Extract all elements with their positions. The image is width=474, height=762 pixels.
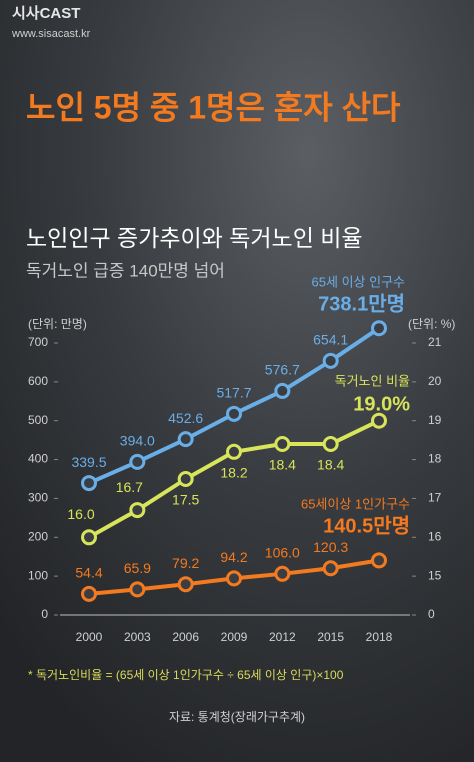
y-tick-label: 700	[28, 335, 48, 349]
data-point	[371, 552, 387, 569]
data-point	[226, 570, 242, 587]
x-tick-label: 2012	[269, 630, 296, 644]
y2-tick-label: 15	[428, 568, 442, 582]
y2-tick-label: 19	[428, 413, 442, 427]
value-label: 16.7	[116, 479, 143, 495]
data-point	[226, 443, 242, 460]
legend-label: 65세 이상 인구수	[312, 274, 405, 289]
value-label: 452.6	[168, 410, 203, 426]
data-point	[177, 576, 194, 593]
chart-subsubtitle: 독거노인 급증 140만명 넘어	[26, 261, 225, 280]
value-label: 54.4	[75, 565, 102, 581]
data-point	[322, 352, 339, 369]
x-tick-label: 2006	[172, 630, 199, 644]
y2-tick-label: 21	[428, 335, 442, 349]
value-label: 339.5	[71, 454, 106, 470]
data-point	[226, 405, 242, 422]
value-label: 140.5만명	[323, 514, 410, 537]
x-tick-label: 2009	[221, 630, 248, 644]
y2-tick-label: 16	[428, 529, 442, 543]
x-tick-label: 2018	[366, 630, 393, 644]
value-label: 94.2	[220, 549, 247, 565]
data-point	[371, 412, 387, 429]
data-point	[81, 585, 97, 602]
y-tick-label: 0	[41, 607, 48, 621]
x-tick-label: 2000	[76, 630, 103, 644]
data-point	[177, 431, 194, 448]
value-label: 19.0%	[353, 393, 410, 415]
value-label: 65.9	[124, 560, 151, 576]
value-label: 576.7	[265, 362, 300, 378]
value-label: 18.4	[269, 457, 296, 473]
x-tick-label: 2015	[317, 630, 344, 644]
value-label: 18.4	[317, 457, 344, 473]
data-point	[274, 436, 291, 453]
value-label: 394.0	[120, 433, 155, 449]
data-point	[177, 471, 194, 487]
legend-label: 독거노인 비율	[335, 373, 410, 388]
y2-tick-label: 17	[428, 491, 442, 505]
value-label: 16.0	[67, 506, 94, 522]
y-tick-label: 600	[28, 374, 48, 388]
y-tick-label: 100	[28, 568, 48, 582]
value-label: 106.0	[265, 545, 300, 561]
y-tick-label: 300	[28, 491, 48, 505]
data-point	[274, 382, 291, 399]
y2-axis-label: (단위: %)	[408, 317, 455, 331]
data-point	[129, 502, 146, 519]
data-point	[274, 565, 291, 582]
value-label: 654.1	[313, 332, 348, 348]
y-tick-label: 200	[28, 529, 48, 543]
legend-label: 65세이상 1인가구수	[301, 496, 410, 511]
data-point	[129, 453, 146, 470]
data-point	[81, 475, 97, 492]
x-tick-label: 2003	[124, 630, 151, 644]
data-point	[371, 320, 387, 337]
value-label: 79.2	[172, 555, 199, 571]
data-point	[81, 529, 97, 546]
data-point	[129, 581, 146, 598]
chart-subtitle: 노인인구 증가추이와 독거노인 비율	[26, 225, 363, 251]
y-axis-label: (단위: 만명)	[28, 317, 87, 331]
value-label: 17.5	[172, 492, 199, 508]
y-tick-label: 500	[28, 413, 48, 427]
value-label: 120.3	[313, 539, 348, 555]
url: www.sisacast.kr	[11, 28, 91, 40]
y2-tick-label: 0	[428, 607, 435, 621]
y2-tick-label: 20	[428, 374, 442, 388]
value-label: 738.1만명	[318, 292, 405, 315]
source: 자료: 통계청(장래가구추계)	[169, 710, 305, 724]
value-label: 517.7	[216, 385, 251, 401]
chart-title: 노인 5명 중 1명은 혼자 산다	[26, 89, 401, 125]
brand: 시사CAST	[12, 5, 80, 22]
footnote: * 독거노인비율 = (65세 이상 1인가구수 ÷ 65세 이상 인구)×10…	[28, 668, 344, 682]
data-point	[322, 436, 339, 453]
y-tick-label: 400	[28, 452, 48, 466]
y2-tick-label: 18	[428, 452, 442, 466]
value-label: 18.2	[220, 465, 247, 481]
data-point	[322, 560, 339, 577]
